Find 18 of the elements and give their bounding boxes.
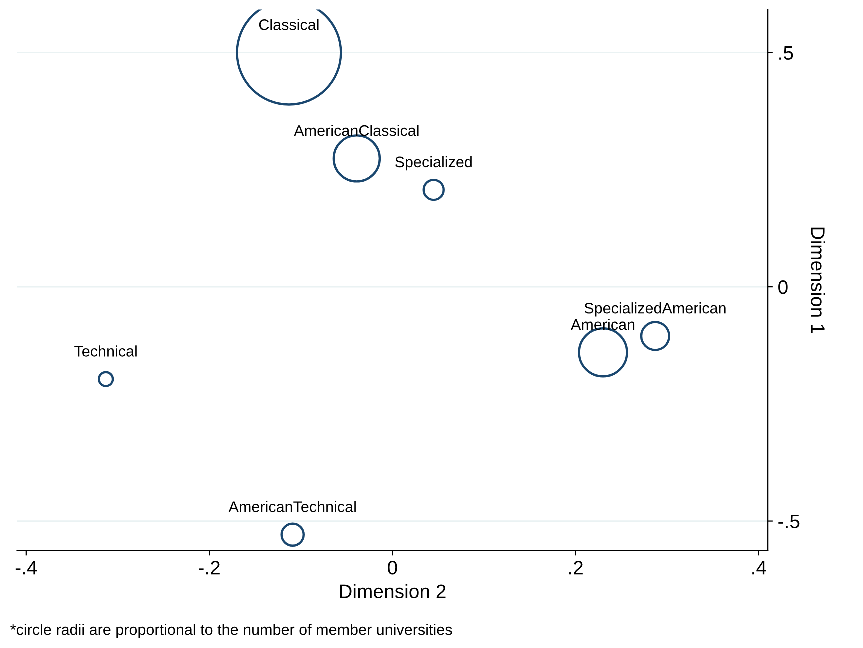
y-tick-label: 0 [778, 280, 788, 294]
annotation: AmericanTechnical [228, 501, 356, 512]
y-axis-title: Dimension 1 [811, 228, 826, 334]
annotation: American [571, 318, 635, 330]
x-tick-label: .2 [569, 561, 583, 575]
x-tick-label: -.2 [199, 561, 220, 575]
annotation: Technical [74, 346, 137, 357]
x-tick-label: 0 [388, 561, 398, 575]
x-axis-title: Dimension 2 [340, 584, 446, 598]
x-tick-label: .4 [752, 561, 766, 575]
y-tick-label: -.5 [778, 514, 800, 529]
annotation: AmericanClassical [294, 125, 419, 136]
annotation: Specialized [395, 156, 472, 171]
text: *circle radii are proportional to the number of member universities [10, 624, 452, 638]
annotation: SpecializedAmerican [584, 302, 726, 317]
y-tick-label: .5 [780, 46, 794, 60]
annotation: Classical [259, 19, 319, 30]
x-tick-label: -.4 [16, 561, 38, 575]
